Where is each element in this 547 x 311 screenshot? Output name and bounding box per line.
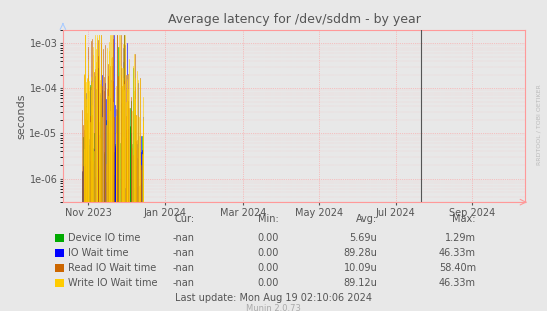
Text: 1.29m: 1.29m: [445, 233, 476, 243]
Text: 0.00: 0.00: [258, 278, 279, 288]
Text: 46.33m: 46.33m: [439, 248, 476, 258]
Text: 0.00: 0.00: [258, 248, 279, 258]
Text: 58.40m: 58.40m: [439, 263, 476, 273]
Text: IO Wait time: IO Wait time: [68, 248, 129, 258]
Text: Device IO time: Device IO time: [68, 233, 141, 243]
Title: Average latency for /dev/sddm - by year: Average latency for /dev/sddm - by year: [167, 13, 421, 26]
Text: Min:: Min:: [258, 214, 279, 224]
Text: -nan: -nan: [172, 248, 194, 258]
Text: Cur:: Cur:: [174, 214, 194, 224]
Text: 0.00: 0.00: [258, 233, 279, 243]
Text: -nan: -nan: [172, 233, 194, 243]
Text: Avg:: Avg:: [356, 214, 377, 224]
Text: Last update: Mon Aug 19 02:10:06 2024: Last update: Mon Aug 19 02:10:06 2024: [175, 293, 372, 303]
Text: 10.09u: 10.09u: [344, 263, 377, 273]
Text: 5.69u: 5.69u: [350, 233, 377, 243]
Text: 89.12u: 89.12u: [344, 278, 377, 288]
Text: Max:: Max:: [452, 214, 476, 224]
Text: 0.00: 0.00: [258, 263, 279, 273]
Text: Munin 2.0.73: Munin 2.0.73: [246, 304, 301, 311]
Text: -nan: -nan: [172, 278, 194, 288]
Text: Write IO Wait time: Write IO Wait time: [68, 278, 158, 288]
Text: Read IO Wait time: Read IO Wait time: [68, 263, 156, 273]
Y-axis label: seconds: seconds: [16, 93, 27, 139]
Text: 89.28u: 89.28u: [344, 248, 377, 258]
Text: RRDTOOL / TOBI OETIKER: RRDTOOL / TOBI OETIKER: [536, 84, 542, 165]
Text: -nan: -nan: [172, 263, 194, 273]
Text: 46.33m: 46.33m: [439, 278, 476, 288]
